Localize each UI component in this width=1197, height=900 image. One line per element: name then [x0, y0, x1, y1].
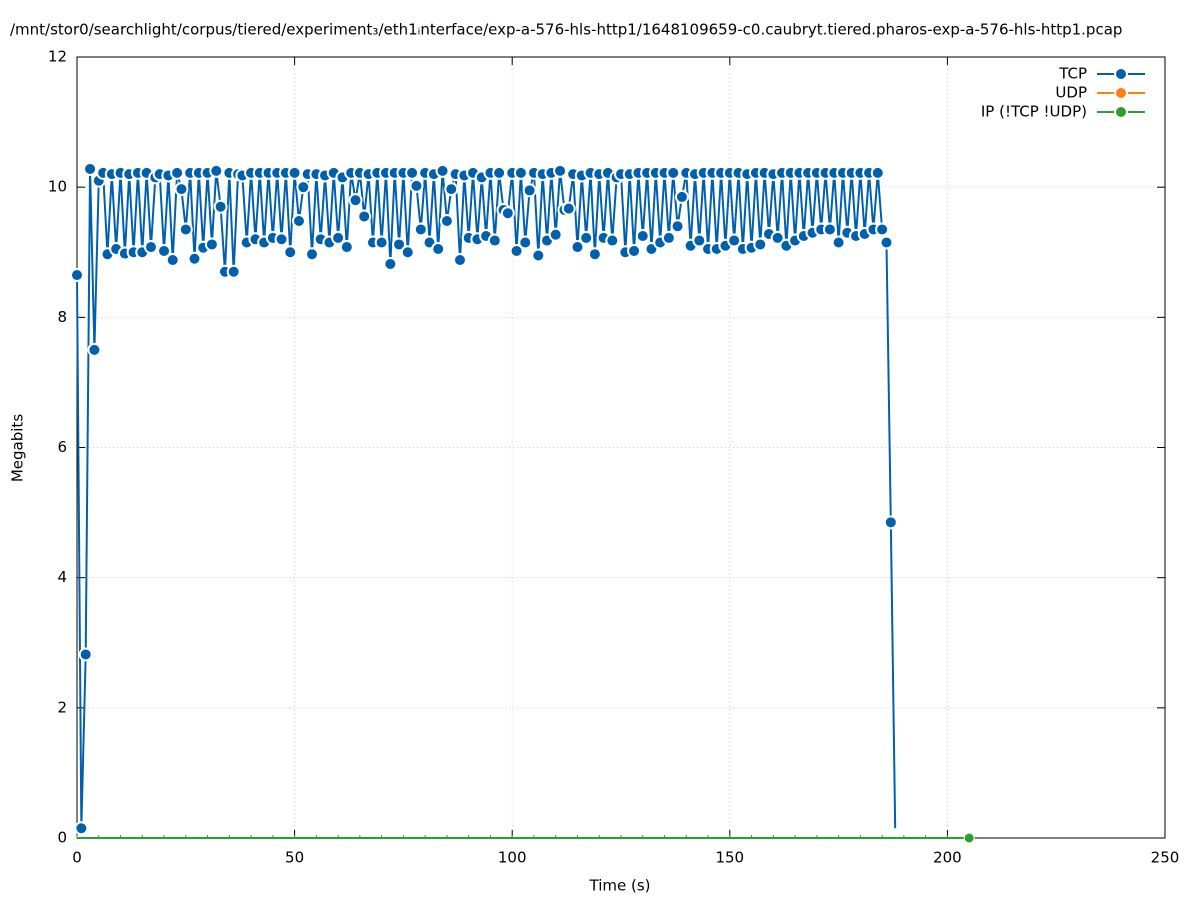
y-tick-label: 12	[48, 48, 67, 66]
point	[831, 235, 846, 250]
point	[561, 201, 576, 216]
point	[283, 245, 298, 260]
point	[157, 243, 172, 258]
point	[400, 245, 415, 260]
point	[209, 163, 224, 178]
point	[513, 165, 528, 180]
point	[287, 165, 302, 180]
point	[87, 342, 102, 357]
legend-marker	[1114, 67, 1128, 81]
y-tick-label: 0	[57, 829, 67, 847]
point	[178, 222, 193, 237]
point	[204, 237, 219, 252]
point	[374, 235, 389, 250]
legend-marker	[1114, 105, 1128, 119]
point	[492, 165, 507, 180]
legend-label: IP (!TCP !UDP)	[981, 103, 1087, 121]
point	[143, 240, 158, 255]
point	[753, 237, 768, 252]
point	[435, 163, 450, 178]
point	[291, 214, 306, 229]
legend-marker	[1114, 86, 1128, 100]
point	[165, 253, 180, 268]
point	[226, 264, 241, 279]
point	[305, 247, 320, 262]
x-tick-label: 200	[933, 849, 962, 867]
point	[444, 182, 459, 197]
point	[413, 222, 428, 237]
point	[74, 821, 89, 836]
point	[274, 232, 289, 247]
point	[883, 515, 898, 530]
y-axis-label: Megabits	[9, 414, 27, 482]
point	[822, 222, 837, 237]
point	[383, 256, 398, 271]
point	[587, 247, 602, 262]
point	[187, 251, 202, 266]
point	[692, 233, 707, 248]
legend-label: TCP	[1058, 65, 1087, 83]
chart-title: /mnt/stor0/searchlight/corpus/tiered/exp…	[10, 21, 1122, 39]
point	[875, 222, 890, 237]
point	[727, 233, 742, 248]
point	[170, 165, 185, 180]
point	[452, 253, 467, 268]
x-tick-label: 50	[285, 849, 304, 867]
x-tick-label: 0	[72, 849, 82, 867]
point	[500, 206, 515, 221]
point	[879, 235, 894, 250]
point	[635, 228, 650, 243]
point	[661, 230, 676, 245]
x-tick-label: 100	[498, 849, 527, 867]
point	[674, 189, 689, 204]
point	[870, 165, 885, 180]
y-tick-label: 4	[57, 568, 67, 586]
point	[392, 237, 407, 252]
point	[518, 235, 533, 250]
point	[548, 227, 563, 242]
y-tick-label: 6	[57, 438, 67, 456]
point	[770, 230, 785, 245]
point	[339, 240, 354, 255]
point	[439, 214, 454, 229]
point	[174, 182, 189, 197]
point	[553, 163, 568, 178]
point	[296, 180, 311, 195]
legend-label: UDP	[1055, 84, 1087, 102]
point	[963, 832, 975, 844]
y-tick-label: 8	[57, 308, 67, 326]
point	[83, 161, 98, 176]
x-tick-label: 250	[1151, 849, 1180, 867]
y-tick-label: 2	[57, 698, 67, 716]
point	[78, 647, 93, 662]
point	[605, 233, 620, 248]
point	[670, 219, 685, 234]
x-axis-label: Time (s)	[589, 877, 651, 895]
point	[331, 230, 346, 245]
point	[627, 243, 642, 258]
point	[509, 243, 524, 258]
point	[666, 165, 681, 180]
point	[357, 209, 372, 224]
point	[348, 193, 363, 208]
point	[570, 240, 585, 255]
point	[579, 230, 594, 245]
point	[531, 248, 546, 263]
x-tick-label: 150	[715, 849, 744, 867]
series-line	[76, 168, 897, 829]
y-tick-label: 10	[48, 178, 67, 196]
point	[409, 178, 424, 193]
point	[487, 233, 502, 248]
point	[213, 199, 228, 214]
point	[405, 165, 420, 180]
point	[431, 241, 446, 256]
point	[70, 268, 84, 283]
point	[522, 183, 537, 198]
